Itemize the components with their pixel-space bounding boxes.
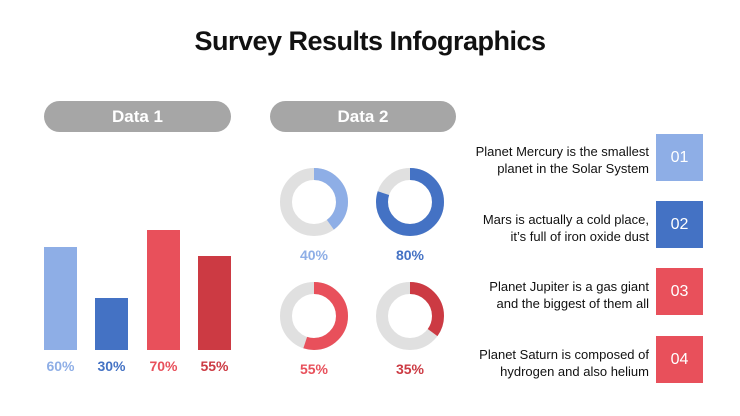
bar-1 xyxy=(44,246,77,350)
number-box-3: 03 xyxy=(656,268,703,315)
info-text-3-line-2: and the biggest of them all xyxy=(496,296,650,311)
bar-3 xyxy=(147,229,180,350)
page-title: Survey Results Infographics xyxy=(194,26,546,56)
number-box-2: 02 xyxy=(656,201,703,248)
bar-label-2: 30% xyxy=(97,358,126,374)
data2-header: Data 2 xyxy=(270,101,456,132)
donut-arc-3 xyxy=(280,282,348,350)
bar-label-4: 55% xyxy=(200,358,229,374)
donut-2 xyxy=(376,168,444,236)
info-text-4-line-2: hydrogen and also helium xyxy=(500,364,649,379)
info-text-1-line-1: Planet Mercury is the smallest xyxy=(475,144,649,159)
info-text-3-line-1: Planet Jupiter is a gas giant xyxy=(489,279,649,294)
data1-header: Data 1 xyxy=(44,101,231,132)
number-box-1: 01 xyxy=(656,134,703,181)
donut-arc-2 xyxy=(376,168,444,236)
bar-label-3: 70% xyxy=(149,358,178,374)
donut-1 xyxy=(280,168,348,236)
donut-label-4: 35% xyxy=(395,361,425,377)
info-text-4-line-1: Planet Saturn is composed of xyxy=(479,347,649,362)
info-text-1-line-2: planet in the Solar System xyxy=(497,161,649,176)
donut-arc-1 xyxy=(280,168,348,236)
bar-2 xyxy=(95,298,128,350)
info-text-2: Mars is actually a cold place, it’s full… xyxy=(409,211,649,245)
info-text-4: Planet Saturn is composed of hydrogen an… xyxy=(409,346,649,380)
bar-label-1: 60% xyxy=(46,358,75,374)
donut-4 xyxy=(376,282,444,350)
number-box-4: 04 xyxy=(656,336,703,383)
info-text-2-line-1: Mars is actually a cold place, xyxy=(482,212,649,227)
info-text-3: Planet Jupiter is a gas giant and the bi… xyxy=(409,278,649,312)
info-text-2-line-2: it’s full of iron oxide dust xyxy=(510,229,650,244)
donut-label-2: 80% xyxy=(395,247,425,263)
donut-label-1: 40% xyxy=(299,247,329,263)
donut-label-3: 55% xyxy=(299,361,329,377)
donut-3 xyxy=(280,282,348,350)
donut-arc-4 xyxy=(376,282,444,350)
bar-4 xyxy=(198,255,231,350)
info-text-1: Planet Mercury is the smallest planet in… xyxy=(409,143,649,177)
